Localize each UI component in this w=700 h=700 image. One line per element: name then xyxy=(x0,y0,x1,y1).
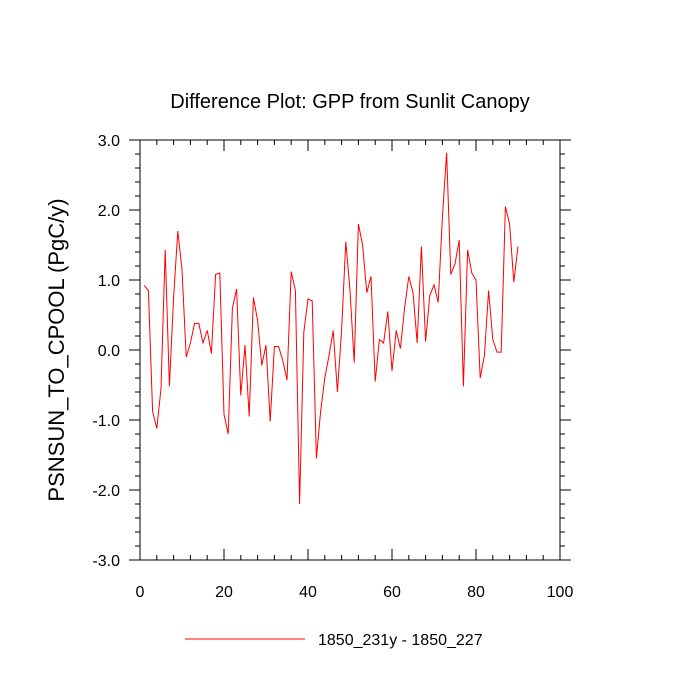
x-tick-label: 40 xyxy=(299,584,317,601)
y-axis-label: PSNSUN_TO_CPOOL (PgC/y) xyxy=(44,198,69,501)
series-layer xyxy=(143,152,519,505)
x-tick-label: 100 xyxy=(547,584,574,601)
legend: 1850_231y - 1850_227 xyxy=(185,632,483,649)
legend-entry-label: 1850_231y - 1850_227 xyxy=(318,632,483,649)
y-tick-label: -2.0 xyxy=(92,483,120,500)
x-tick-label: 60 xyxy=(383,584,401,601)
plot-frame xyxy=(139,139,561,561)
y-tick-label: -1.0 xyxy=(92,413,120,430)
ticks-layer: 0 20 40 60 80 100 -3.0 -2.0 -1.0 0.0 1.0 2.0 3.0 xyxy=(92,133,573,601)
x-tick-label: 20 xyxy=(215,584,233,601)
y-tick-label: -3.0 xyxy=(92,553,120,570)
y-tick-label: 2.0 xyxy=(98,203,120,220)
y-tick-label: 1.0 xyxy=(98,273,120,290)
series-line xyxy=(143,152,519,505)
chart-title: Difference Plot: GPP from Sunlit Canopy xyxy=(170,91,529,113)
y-tick-label: 0.0 xyxy=(98,343,120,360)
x-tick-label: 80 xyxy=(467,584,485,601)
x-tick-label: 0 xyxy=(136,584,145,601)
y-tick-label: 3.0 xyxy=(98,133,120,150)
